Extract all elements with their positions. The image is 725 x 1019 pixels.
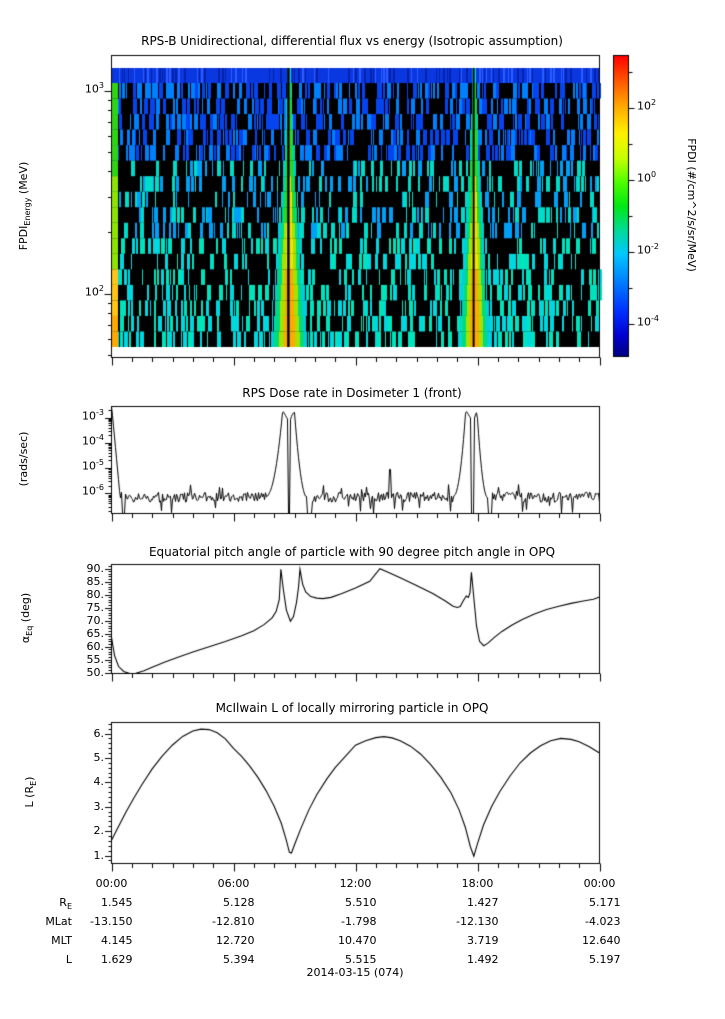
table-value: 4.145 bbox=[101, 934, 133, 947]
pitch-ytick-label: 75. bbox=[86, 600, 105, 614]
date-label: 2014-03-15 (074) bbox=[306, 966, 404, 979]
colorbar-tick-label: 10-2 bbox=[637, 242, 659, 257]
pitch-ylabel: αEq (deg) bbox=[19, 592, 35, 644]
table-value: -4.023 bbox=[585, 915, 621, 928]
colorbar-tick-label: 102 bbox=[637, 98, 657, 113]
table-row-label: MLat bbox=[45, 915, 72, 928]
table-value: 1.545 bbox=[101, 896, 133, 909]
colorbar-tick-label: 10-4 bbox=[637, 314, 659, 329]
pitch-ytick-label: 55. bbox=[86, 652, 105, 666]
table-value: 5.197 bbox=[589, 953, 621, 966]
table-value: -1.798 bbox=[341, 915, 377, 928]
table-value: 5.128 bbox=[223, 896, 255, 909]
time-tick-label: 00:00 bbox=[583, 877, 616, 890]
table-value: 10.470 bbox=[338, 934, 377, 947]
lshell-ytick-label: 6. bbox=[93, 726, 105, 740]
table-value: -12.810 bbox=[212, 915, 255, 928]
lshell-ytick-label: 2. bbox=[93, 824, 105, 838]
dose-ytick-label: 10-4 bbox=[82, 432, 104, 448]
table-value: 5.510 bbox=[345, 896, 377, 909]
spectrogram-ylabel: FPDIEnergy (MeV) bbox=[17, 161, 33, 251]
energy-ytick-label: 102 bbox=[84, 283, 104, 299]
pitch-ytick-label: 60. bbox=[86, 639, 105, 653]
pitch-ytick-label: 65. bbox=[86, 626, 105, 640]
table-value: 1.492 bbox=[467, 953, 499, 966]
colorbar-tick-label: 100 bbox=[637, 170, 657, 185]
table-value: 1.629 bbox=[101, 953, 133, 966]
time-tick-label: 12:00 bbox=[339, 877, 372, 890]
lshell-ytick-label: 3. bbox=[93, 799, 105, 813]
table-value: -13.150 bbox=[90, 915, 133, 928]
time-tick-label: 06:00 bbox=[217, 877, 250, 890]
table-row-label: MLT bbox=[51, 934, 72, 947]
dose-ytick-label: 10-6 bbox=[82, 483, 104, 499]
table-value: 12.720 bbox=[216, 934, 255, 947]
pitch-title: Equatorial pitch angle of particle with … bbox=[148, 545, 556, 559]
table-row-label: L bbox=[65, 953, 72, 966]
table-value: 3.719 bbox=[467, 934, 499, 947]
table-value: -12.130 bbox=[456, 915, 499, 928]
time-tick-label: 00:00 bbox=[95, 877, 128, 890]
pitch-ytick-label: 50. bbox=[86, 665, 105, 679]
lshell-ytick-label: 5. bbox=[93, 750, 105, 764]
dose-title: RPS Dose rate in Dosimeter 1 (front) bbox=[242, 386, 462, 400]
table-value: 1.427 bbox=[467, 896, 499, 909]
colorbar-label: FPDI (#/cm^2/s/sr/MeV) bbox=[685, 138, 698, 272]
pitch-ytick-label: 70. bbox=[86, 613, 105, 627]
table-value: 5.171 bbox=[589, 896, 621, 909]
lshell-ylabel: L (RE) bbox=[23, 776, 39, 808]
table-row-label: RE bbox=[59, 896, 72, 912]
dose-ytick-label: 10-3 bbox=[82, 407, 104, 423]
lshell-title: McIlwain L of locally mirroring particle… bbox=[215, 701, 489, 715]
table-value: 5.515 bbox=[345, 953, 377, 966]
pitch-ytick-label: 90. bbox=[86, 561, 105, 575]
pitch-ytick-label: 85. bbox=[86, 574, 105, 588]
spectrogram-title: RPS-B Unidirectional, differential flux … bbox=[141, 34, 563, 48]
time-tick-label: 18:00 bbox=[461, 877, 494, 890]
table-value: 5.394 bbox=[223, 953, 255, 966]
energy-ytick-label: 103 bbox=[84, 80, 104, 96]
table-value: 12.640 bbox=[582, 934, 621, 947]
pitch-ytick-label: 80. bbox=[86, 587, 105, 601]
lshell-ytick-label: 1. bbox=[93, 848, 105, 862]
lshell-ytick-label: 4. bbox=[93, 775, 105, 789]
dose-ytick-label: 10-5 bbox=[82, 458, 104, 473]
